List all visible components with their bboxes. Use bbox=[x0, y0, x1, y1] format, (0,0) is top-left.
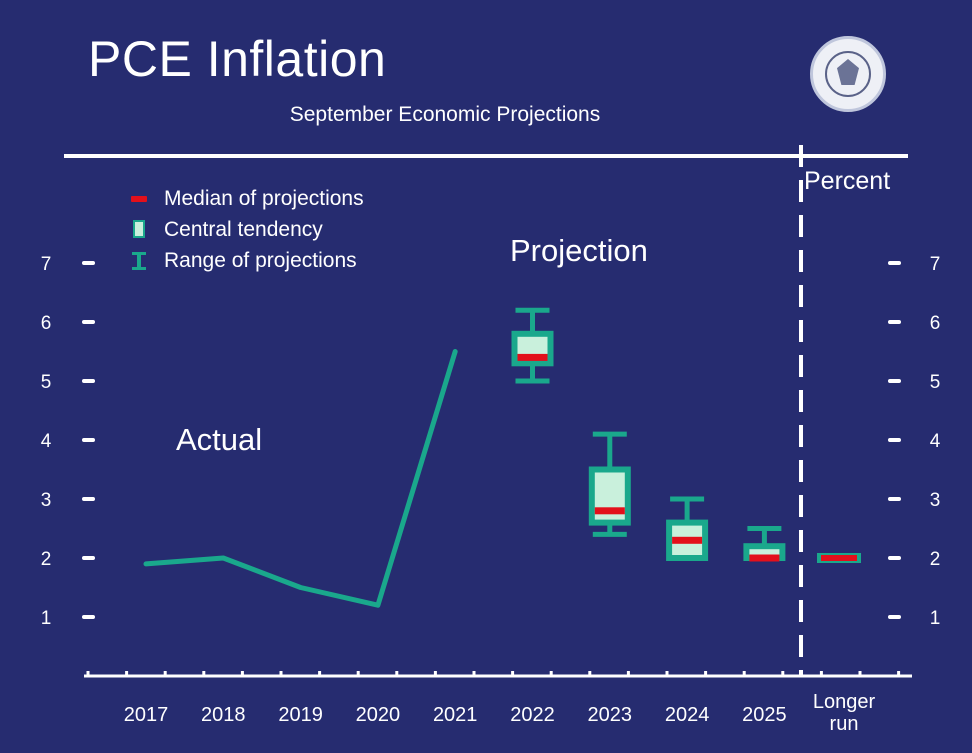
x-tick-label: Longer run bbox=[813, 691, 876, 735]
y-tick-label-left: 7 bbox=[41, 254, 52, 275]
y-tick-label-left: 2 bbox=[41, 549, 52, 570]
y-tick-label-left: 1 bbox=[41, 608, 52, 629]
y-tick-label-right: 3 bbox=[930, 490, 941, 511]
actual-series-line bbox=[143, 349, 458, 608]
range-bracket-icon bbox=[128, 250, 150, 272]
central-tendency-box bbox=[588, 466, 631, 526]
annotation-projection: Projection bbox=[510, 233, 648, 268]
y-tick-label-left: 6 bbox=[41, 313, 52, 334]
projection-2022 bbox=[511, 307, 554, 384]
median-marker bbox=[749, 554, 780, 562]
legend-item-range: Range of projections bbox=[128, 245, 364, 276]
projection-2024 bbox=[666, 496, 709, 561]
chart-subtitle: September Economic Projections bbox=[289, 103, 601, 126]
median-marker bbox=[594, 507, 625, 515]
y-tick-label-left: 4 bbox=[41, 431, 52, 452]
legend-item-central: Central tendency bbox=[128, 214, 364, 245]
unit-label: Percent bbox=[804, 167, 891, 195]
projection-2023 bbox=[588, 431, 631, 537]
y-tick-label-right: 2 bbox=[930, 549, 941, 570]
projection-2025 bbox=[743, 526, 786, 562]
x-tick-label: 2025 bbox=[742, 704, 787, 726]
federal-reserve-seal-logo bbox=[810, 36, 886, 112]
median-marker bbox=[672, 536, 703, 544]
eagle-icon bbox=[837, 59, 859, 85]
median-marker bbox=[821, 555, 857, 561]
x-tick-label: 2024 bbox=[665, 704, 710, 726]
x-tick-label: 2017 bbox=[124, 704, 169, 726]
legend-label-central: Central tendency bbox=[164, 217, 323, 241]
y-tick-label-right: 4 bbox=[930, 431, 941, 452]
x-tick-label: 2023 bbox=[588, 704, 633, 726]
chart-title: PCE Inflation bbox=[88, 31, 387, 87]
x-tick-label: 2021 bbox=[433, 704, 478, 726]
y-tick-label-right: 5 bbox=[930, 372, 941, 393]
legend: Median of projections Central tendency R… bbox=[128, 183, 364, 276]
x-tick-label: 2022 bbox=[510, 704, 555, 726]
median-marker bbox=[517, 353, 548, 361]
x-tick-label: 2020 bbox=[356, 704, 401, 726]
seal-ring bbox=[825, 51, 871, 97]
central-tendency-icon bbox=[128, 219, 150, 241]
y-tick-label-left: 3 bbox=[41, 490, 52, 511]
y-tick-label-right: 7 bbox=[930, 254, 941, 275]
y-tick-label-right: 1 bbox=[930, 608, 941, 629]
legend-label-range: Range of projections bbox=[164, 248, 357, 272]
median-marker-icon bbox=[128, 188, 150, 210]
x-tick-label: 2018 bbox=[201, 704, 246, 726]
y-tick-label-left: 5 bbox=[41, 372, 52, 393]
legend-item-median: Median of projections bbox=[128, 183, 364, 214]
y-tick-label-right: 6 bbox=[930, 313, 941, 334]
annotation-actual: Actual bbox=[176, 422, 263, 457]
projection-longer-run bbox=[817, 553, 861, 563]
x-tick-label: 2019 bbox=[278, 704, 323, 726]
legend-label-median: Median of projections bbox=[164, 186, 364, 210]
